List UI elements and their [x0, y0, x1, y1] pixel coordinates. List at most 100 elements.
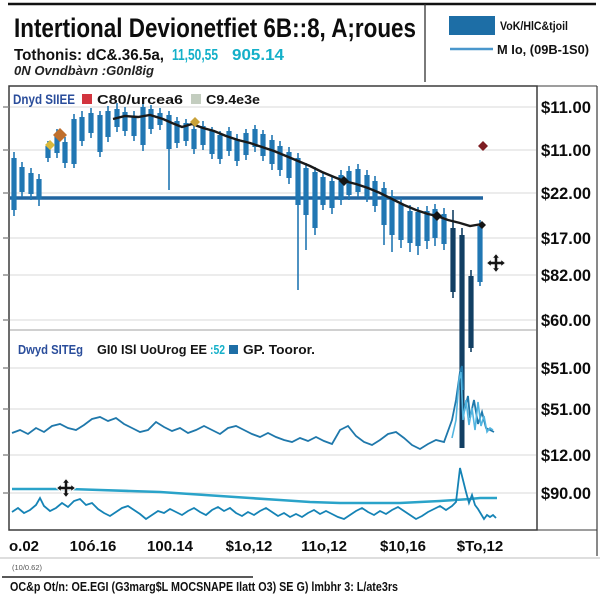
candle-body — [174, 121, 180, 143]
marker-diamond — [190, 117, 200, 127]
candle-body — [441, 214, 447, 244]
candle-body — [36, 179, 42, 199]
candle-body — [286, 152, 292, 178]
x-axis-label: o.02 — [9, 538, 39, 555]
candle-body — [398, 204, 404, 240]
candle-body — [372, 181, 378, 206]
candle-body — [303, 168, 309, 215]
candle-body — [415, 212, 421, 246]
pane1-legend-item-1: C80/urcea6 — [97, 92, 183, 107]
candle-body — [260, 134, 266, 156]
pane2-secondary-spike — [451, 371, 494, 439]
marker-diamond — [339, 176, 349, 186]
footer-tiny-text: (10/0.62) — [12, 563, 43, 572]
candle-body — [226, 131, 232, 151]
marker-diamond — [432, 211, 442, 221]
move-cursor-icon — [485, 252, 507, 274]
moving-average-line — [112, 113, 483, 228]
x-axis-label: $1o,12 — [226, 538, 273, 555]
candle-body — [364, 175, 370, 197]
candle-body — [459, 235, 465, 390]
candle-body — [217, 135, 223, 159]
candle-body — [54, 135, 60, 153]
y-axis-label: $17.00 — [541, 230, 591, 248]
candle-body — [450, 228, 456, 292]
candle-body — [234, 139, 240, 161]
x-axis-label: $To,12 — [457, 538, 503, 555]
pane1-legend-title: Dnyd SIIEE — [13, 92, 75, 107]
candle-body — [381, 188, 387, 225]
pane2-legend-title: Dwyd SITEg — [18, 342, 83, 357]
candle-body — [355, 169, 361, 192]
subtitle-value-2: 905.14 — [232, 47, 284, 64]
candle-body — [243, 133, 249, 155]
candle-body — [468, 276, 474, 348]
x-axis-label: 100.14 — [147, 538, 194, 555]
candle-body — [19, 167, 25, 192]
candle-body — [424, 211, 430, 241]
move-cursor-icon — [55, 477, 77, 499]
footer-caption: OC&p Ot/n: OE.EGI (G3marg$L MOCSNAPE Ila… — [10, 579, 398, 594]
candle-body — [62, 142, 68, 163]
marker-diamond — [478, 221, 486, 229]
candle-body — [122, 112, 128, 131]
candle-body — [148, 109, 154, 129]
candle-body — [295, 158, 301, 205]
candle-body — [88, 113, 94, 133]
marker-diamond — [53, 128, 67, 142]
candle-body — [28, 173, 34, 194]
candle-body — [183, 123, 189, 141]
y-axis-label: $90.00 — [541, 485, 591, 503]
candle-body — [191, 129, 197, 149]
y-axis-label: $22.00 — [541, 185, 591, 203]
x-axis-label: $10,16 — [380, 538, 426, 555]
pane2-legend-text: GI0 ISl UoUrog EE — [97, 342, 207, 357]
candle-body — [329, 181, 335, 208]
series-layer — [10, 102, 507, 521]
y-axis-label: $60.00 — [541, 312, 591, 330]
candle-body — [432, 209, 438, 238]
y-axis-label: $12.00 — [541, 447, 591, 465]
legend-swatch-rect — [449, 16, 495, 35]
candle-body — [320, 177, 326, 205]
marker-diamond — [45, 140, 55, 150]
axis-label-layer: $11.00 $11.00 $22.00 $17.00 $82.00 $60.00 $51.… — [9, 99, 591, 555]
candle-body — [97, 115, 103, 152]
legend-item-2-label: M Io, (09B-1S0) — [497, 42, 589, 57]
candle-body — [277, 146, 283, 170]
candle-body — [79, 117, 85, 141]
grid-layer — [3, 106, 536, 494]
x-axis-label: 11o,12 — [301, 538, 347, 555]
pane1-legend-swatch-green — [191, 94, 201, 104]
candle-body — [140, 107, 146, 145]
pane2-legend-swatch-blue — [229, 345, 238, 354]
candle-body — [131, 116, 137, 136]
page-title: Intertional Devionetfiet 6B::8, A;roues — [14, 13, 416, 43]
candle-body — [389, 196, 395, 235]
candle-body — [252, 129, 258, 147]
candle-body — [312, 172, 318, 228]
y-axis-label: $51.00 — [541, 360, 591, 378]
candle-body — [45, 146, 51, 158]
candle-body — [166, 115, 172, 149]
marker-diamond — [478, 141, 488, 151]
subline: 0N Ovndbàvn :G0nl8ig — [14, 63, 154, 78]
y-axis-label: $82.00 — [541, 267, 591, 285]
y-axis-label: $51.00 — [541, 401, 591, 419]
subtitle-value-1: 11,50,55 — [172, 47, 218, 64]
x-axis-label: 10ó.16 — [70, 538, 117, 555]
pane2-indicator-line — [11, 365, 495, 451]
y-axis-label: $11.00 — [541, 99, 591, 117]
legend-item-1-label: VoK/HlC&tjoil — [500, 21, 568, 33]
candle-body — [71, 119, 77, 164]
pane2-legend-value: :52 — [210, 342, 225, 357]
candle-body — [269, 140, 275, 164]
plot-area[interactable] — [8, 85, 538, 531]
pane1-legend-item-2: C9.4e3e — [206, 92, 260, 107]
candle-body — [477, 226, 483, 282]
pane1-legend-swatch-red — [82, 94, 92, 104]
candle-body — [407, 211, 413, 243]
candle-body — [200, 126, 206, 145]
